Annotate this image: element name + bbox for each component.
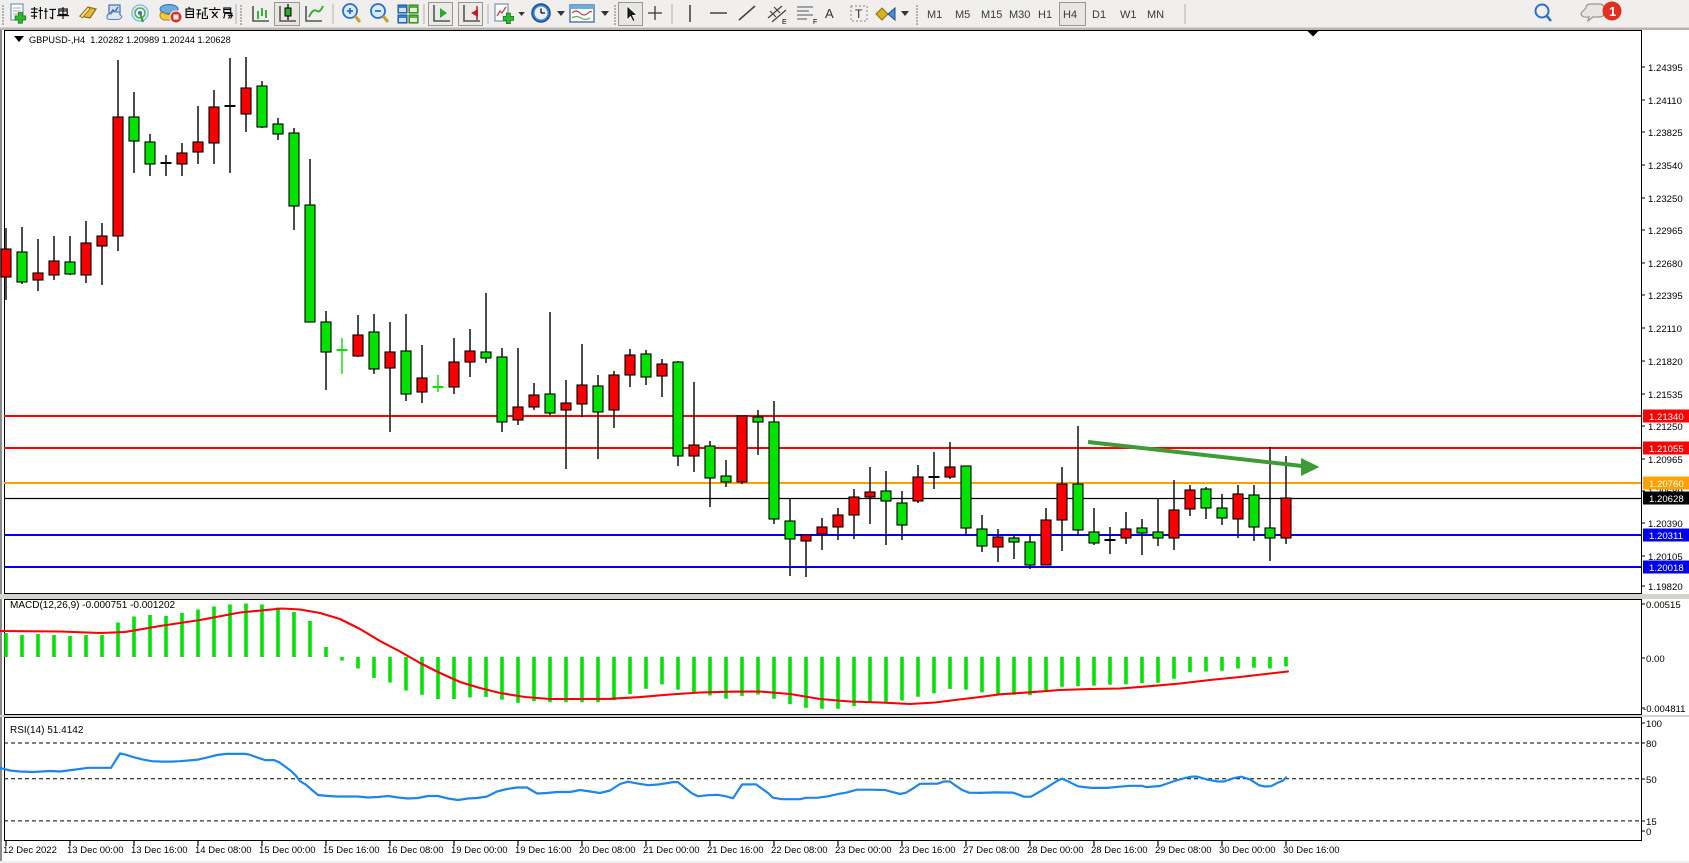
svg-text:T: T	[855, 7, 863, 21]
svg-text:21 Dec 00:00: 21 Dec 00:00	[643, 845, 700, 856]
svg-text:100: 100	[1646, 719, 1662, 730]
svg-text:1.21055: 1.21055	[1649, 444, 1684, 455]
svg-text:1.23825: 1.23825	[1648, 128, 1683, 139]
svg-text:0.00515: 0.00515	[1646, 600, 1681, 611]
svg-text:0: 0	[1646, 827, 1651, 838]
svg-text:14 Dec 08:00: 14 Dec 08:00	[195, 845, 252, 856]
svg-text:1.20760: 1.20760	[1649, 479, 1684, 490]
svg-text:1.20311: 1.20311	[1649, 531, 1683, 542]
svg-text:1.20628: 1.20628	[1649, 494, 1684, 505]
svg-text:F: F	[813, 19, 817, 26]
svg-text:21 Dec 16:00: 21 Dec 16:00	[707, 845, 764, 856]
svg-text:1.21340: 1.21340	[1649, 412, 1684, 423]
svg-text:30 Dec 00:00: 30 Dec 00:00	[1219, 845, 1276, 856]
svg-text:1.19820: 1.19820	[1648, 582, 1683, 593]
svg-text:12 Dec 2022: 12 Dec 2022	[3, 845, 57, 856]
svg-text:1.23540: 1.23540	[1648, 161, 1683, 172]
svg-text:80: 80	[1646, 739, 1657, 750]
svg-text:27 Dec 08:00: 27 Dec 08:00	[963, 845, 1020, 856]
svg-text:M5: M5	[955, 9, 970, 21]
svg-text:15: 15	[1646, 817, 1657, 828]
svg-text:D1: D1	[1092, 9, 1106, 21]
svg-text:1.21535: 1.21535	[1648, 390, 1683, 401]
svg-text:50: 50	[1646, 775, 1657, 786]
svg-text:1.20018: 1.20018	[1649, 563, 1684, 574]
svg-text:1.20105: 1.20105	[1648, 552, 1683, 563]
svg-text:1.24110: 1.24110	[1648, 96, 1682, 107]
svg-text:1.20965: 1.20965	[1648, 455, 1683, 466]
svg-text:28 Dec 16:00: 28 Dec 16:00	[1091, 845, 1148, 856]
svg-text:13 Dec 16:00: 13 Dec 16:00	[131, 845, 188, 856]
svg-text:E: E	[782, 19, 787, 26]
svg-text:1.20390: 1.20390	[1648, 519, 1683, 530]
svg-text:-0.004811: -0.004811	[1643, 704, 1686, 715]
svg-text:H4: H4	[1063, 9, 1077, 21]
svg-text:1.24395: 1.24395	[1648, 63, 1683, 74]
svg-text:1.21250: 1.21250	[1648, 422, 1683, 433]
svg-text:28 Dec 00:00: 28 Dec 00:00	[1027, 845, 1084, 856]
svg-text:16 Dec 08:00: 16 Dec 08:00	[387, 845, 444, 856]
svg-text:W1: W1	[1120, 9, 1137, 21]
svg-text:29 Dec 08:00: 29 Dec 08:00	[1155, 845, 1212, 856]
svg-text:0.00: 0.00	[1646, 654, 1665, 665]
svg-text:1.22965: 1.22965	[1648, 226, 1683, 237]
svg-text:15 Dec 00:00: 15 Dec 00:00	[259, 845, 316, 856]
svg-text:19 Dec 16:00: 19 Dec 16:00	[515, 845, 572, 856]
svg-text:H1: H1	[1038, 9, 1052, 21]
svg-text:23 Dec 00:00: 23 Dec 00:00	[835, 845, 892, 856]
svg-text:23 Dec 16:00: 23 Dec 16:00	[899, 845, 956, 856]
svg-text:M1: M1	[927, 9, 942, 21]
svg-text:1.22680: 1.22680	[1648, 259, 1683, 270]
svg-text:1.22395: 1.22395	[1648, 291, 1683, 302]
svg-text:1.22110: 1.22110	[1648, 324, 1682, 335]
svg-text:GBPUSD-,H4 1.20282 1.20989 1.: GBPUSD-,H4 1.20282 1.20989 1.20244 1.206…	[29, 35, 231, 45]
svg-text:30 Dec 16:00: 30 Dec 16:00	[1283, 845, 1340, 856]
svg-text:A: A	[825, 6, 834, 21]
svg-text:RSI(14) 51.4142: RSI(14) 51.4142	[10, 725, 84, 736]
svg-text:1.23250: 1.23250	[1648, 194, 1683, 205]
svg-text:15 Dec 16:00: 15 Dec 16:00	[323, 845, 380, 856]
svg-text:13 Dec 00:00: 13 Dec 00:00	[67, 845, 124, 856]
svg-text:MACD(12,26,9) -0.000751 -0.001: MACD(12,26,9) -0.000751 -0.001202	[10, 600, 176, 611]
svg-text:1.21820: 1.21820	[1648, 357, 1683, 368]
svg-text:1: 1	[1609, 4, 1616, 19]
svg-text:M15: M15	[981, 9, 1002, 21]
svg-text:MN: MN	[1147, 9, 1164, 21]
svg-text:22 Dec 08:00: 22 Dec 08:00	[771, 845, 828, 856]
svg-text:19 Dec 00:00: 19 Dec 00:00	[451, 845, 508, 856]
svg-text:20 Dec 08:00: 20 Dec 08:00	[579, 845, 636, 856]
svg-text:M30: M30	[1009, 9, 1030, 21]
